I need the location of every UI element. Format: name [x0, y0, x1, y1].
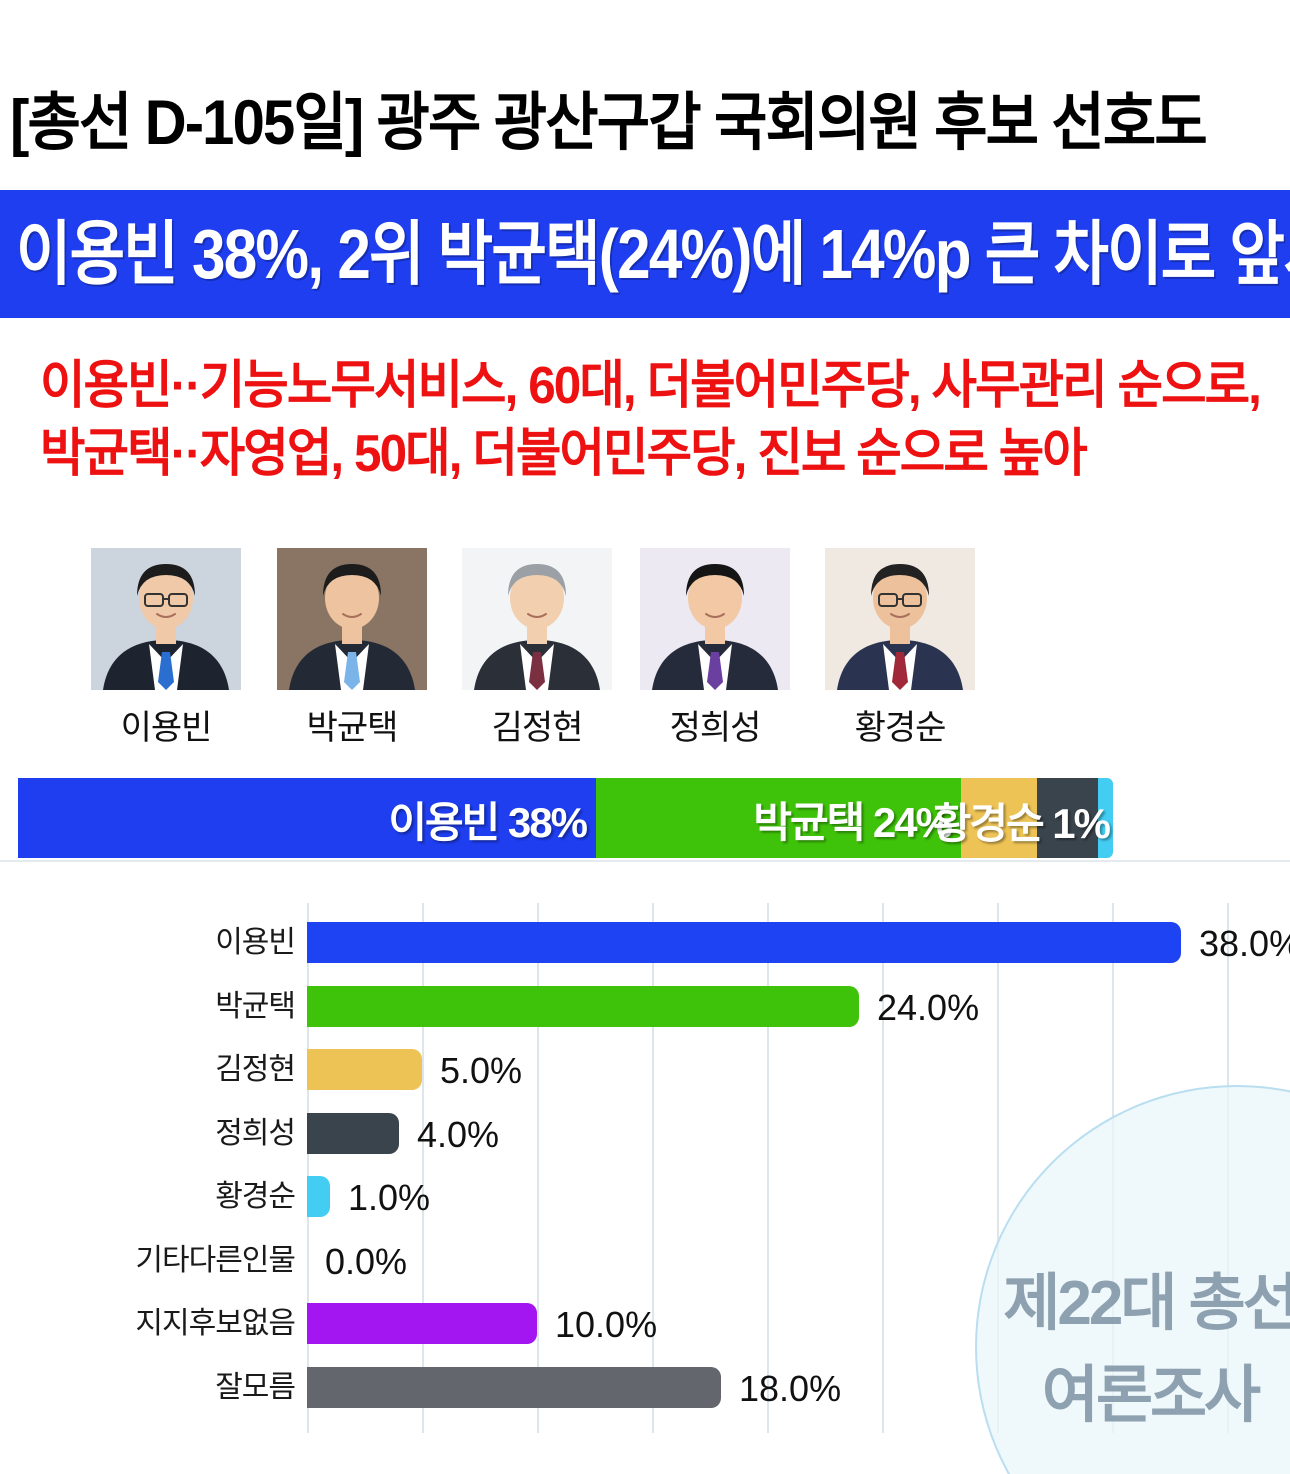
stacked-result-bar: 이용빈 38% 박균택 24% — [18, 778, 1113, 858]
separator-line — [0, 860, 1290, 862]
candidate-portrait-placeholder — [825, 548, 975, 690]
stacked-segment-label: 이용빈 38% — [388, 799, 588, 846]
chart-category-label: 기타다른인물 — [135, 1244, 296, 1277]
candidate-portrait-placeholder — [91, 548, 241, 690]
chart-bar-8 — [307, 1367, 721, 1408]
chart-category-label: 이용빈 — [215, 926, 296, 959]
stacked-segment-4 — [1037, 778, 1098, 858]
candidate-card: 이용빈 — [91, 548, 241, 747]
candidate-portrait-placeholder — [277, 548, 427, 690]
chart-category-label: 잘모름 — [215, 1371, 296, 1404]
candidate-card: 황경순 — [825, 548, 975, 747]
chart-category-label: 황경순 — [215, 1180, 296, 1213]
stacked-segment-label: 박균택 24% — [753, 799, 953, 846]
candidate-photo — [462, 548, 612, 690]
candidate-portrait-placeholder — [462, 548, 612, 690]
chart-value-label: 1.0% — [348, 1177, 431, 1218]
stacked-segment-1: 이용빈 38% — [18, 778, 596, 858]
chart-bar-2 — [307, 986, 859, 1027]
stacked-bar-overlay-label: 황경순 1% — [932, 800, 1111, 847]
candidate-name: 박균택 — [306, 709, 399, 747]
stacked-segment-2: 박균택 24% — [596, 778, 961, 858]
candidate-photo — [277, 548, 427, 690]
candidate-name: 이용빈 — [120, 709, 213, 747]
chart-value-label: 38.0% — [1199, 923, 1290, 964]
chart-category-label: 김정현 — [215, 1053, 296, 1086]
stacked-segment-3 — [961, 778, 1037, 858]
headline-banner-text: 이용빈 38%, 2위 박균택(24%)에 14%p 큰 차이로 앞서 — [16, 215, 1290, 293]
chart-bar-3 — [307, 1049, 422, 1090]
chart-value-label: 18.0% — [739, 1368, 842, 1409]
chart-bar-1 — [307, 922, 1181, 963]
watermark-text-line-2: 여론조사 — [1041, 1361, 1261, 1430]
chart-value-label: 24.0% — [877, 987, 980, 1028]
stacked-segment-5 — [1098, 778, 1113, 858]
candidate-name: 황경순 — [854, 709, 947, 747]
candidate-photo — [825, 548, 975, 690]
chart-bar-4 — [307, 1113, 399, 1154]
candidate-photo — [640, 548, 790, 690]
sub-headline: 이용빈··기능노무서비스, 60대, 더불어민주당, 사무관리 순으로, 박균택… — [40, 352, 1280, 488]
sub-headline-line-1: 이용빈··기능노무서비스, 60대, 더불어민주당, 사무관리 순으로, — [40, 357, 1262, 415]
chart-value-label: 10.0% — [555, 1304, 658, 1345]
candidate-photo — [91, 548, 241, 690]
chart-bar-5 — [307, 1176, 330, 1217]
chart-category-label: 정희성 — [215, 1117, 296, 1150]
candidate-portrait-placeholder — [640, 548, 790, 690]
chart-bar-7 — [307, 1303, 537, 1344]
sub-headline-line-2: 박균택··자영업, 50대, 더불어민주당, 진보 순으로 높아 — [40, 425, 1088, 483]
candidate-card: 김정현 — [462, 548, 612, 747]
candidate-card: 박균택 — [277, 548, 427, 747]
candidate-name: 김정현 — [491, 709, 584, 747]
candidate-name: 정희성 — [669, 709, 762, 747]
chart-category-label: 박균택 — [215, 990, 296, 1023]
watermark-text-line-1: 제22대 총선 — [1003, 1269, 1290, 1338]
headline-banner: 이용빈 38%, 2위 박균택(24%)에 14%p 큰 차이로 앞서 — [0, 190, 1290, 318]
candidate-card: 정희성 — [640, 548, 790, 747]
chart-value-label: 5.0% — [440, 1050, 523, 1091]
page-title: [총선 D-105일] 광주 광산구갑 국회의원 후보 선호도 — [10, 88, 1208, 158]
chart-category-label: 지지후보없음 — [135, 1307, 296, 1340]
chart-value-label: 4.0% — [417, 1114, 500, 1155]
chart-value-label: 0.0% — [325, 1241, 408, 1282]
